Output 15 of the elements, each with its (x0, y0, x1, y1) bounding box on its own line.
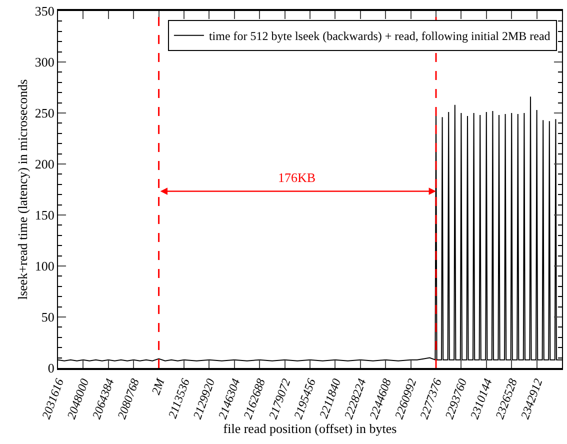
y-tick-label: 100 (34, 258, 54, 274)
x-tick-label: 2211840 (316, 376, 344, 420)
legend-label: time for 512 byte lseek (backwards) + read, following initial 2MB read (208, 29, 550, 44)
annotation: 176KB (278, 170, 316, 185)
y-tick-label: 0 (48, 360, 54, 376)
x-tick-label: 2113536 (165, 376, 192, 420)
x-axis-title: file read position (offset) in bytes (223, 420, 397, 436)
y-axis-title: lseek+read time (latency) in microseconds (14, 79, 30, 300)
y-tick-label: 350 (34, 4, 54, 19)
y-tick-label: 150 (34, 208, 54, 223)
y-tick-label: 200 (34, 156, 54, 172)
y-tick-label: 250 (34, 106, 54, 121)
x-tick-label: 2M (148, 376, 168, 397)
y-tick-label: 300 (34, 54, 54, 70)
y-tick-label: 50 (41, 310, 54, 325)
